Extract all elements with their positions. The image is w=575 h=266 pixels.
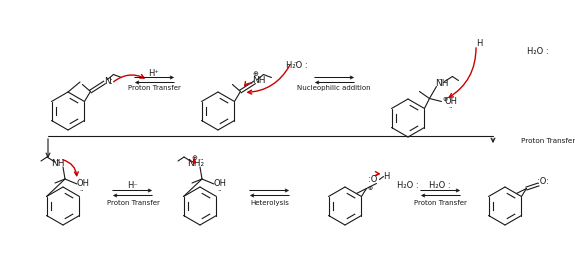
Text: :: : — [110, 77, 113, 86]
Text: Proton Transfer: Proton Transfer — [413, 200, 466, 206]
Text: ..: .. — [56, 156, 60, 162]
Text: ⊕: ⊕ — [368, 186, 373, 191]
Text: :O:: :O: — [538, 177, 550, 186]
Text: NH: NH — [51, 160, 65, 168]
Text: H₂O :: H₂O : — [429, 181, 451, 189]
Text: H₂O :: H₂O : — [527, 47, 549, 56]
Text: ..: .. — [217, 186, 221, 192]
Text: Heterolysis: Heterolysis — [251, 200, 289, 206]
Text: Proton Transfer: Proton Transfer — [521, 138, 575, 144]
Text: Nucleophilic addition: Nucleophilic addition — [297, 85, 371, 91]
Text: Proton Transfer: Proton Transfer — [128, 85, 181, 91]
Text: ..: .. — [80, 186, 85, 192]
Text: H: H — [476, 39, 482, 48]
Text: ⊕: ⊕ — [443, 97, 448, 102]
Text: OH: OH — [213, 180, 227, 189]
Text: NH₂: NH₂ — [187, 160, 205, 168]
Text: H⁻: H⁻ — [128, 181, 139, 189]
Text: :Ö: :Ö — [368, 175, 377, 184]
Text: OH: OH — [76, 180, 90, 189]
Text: ⊕: ⊕ — [252, 72, 258, 77]
Text: ..: .. — [200, 155, 204, 161]
Text: N: N — [104, 77, 111, 86]
Text: NH: NH — [252, 76, 265, 85]
Text: H⁺: H⁺ — [148, 69, 159, 78]
Text: Proton Transfer: Proton Transfer — [106, 200, 159, 206]
Text: ..: .. — [448, 103, 453, 110]
Text: ⊕: ⊕ — [191, 155, 197, 161]
Text: ..: .. — [437, 76, 442, 81]
Text: ..: .. — [293, 58, 297, 64]
Text: NH: NH — [435, 79, 448, 88]
Text: H₂O :: H₂O : — [286, 61, 308, 70]
Text: H: H — [384, 172, 390, 181]
Text: OH: OH — [445, 97, 458, 106]
Text: H₂O :: H₂O : — [397, 181, 419, 190]
